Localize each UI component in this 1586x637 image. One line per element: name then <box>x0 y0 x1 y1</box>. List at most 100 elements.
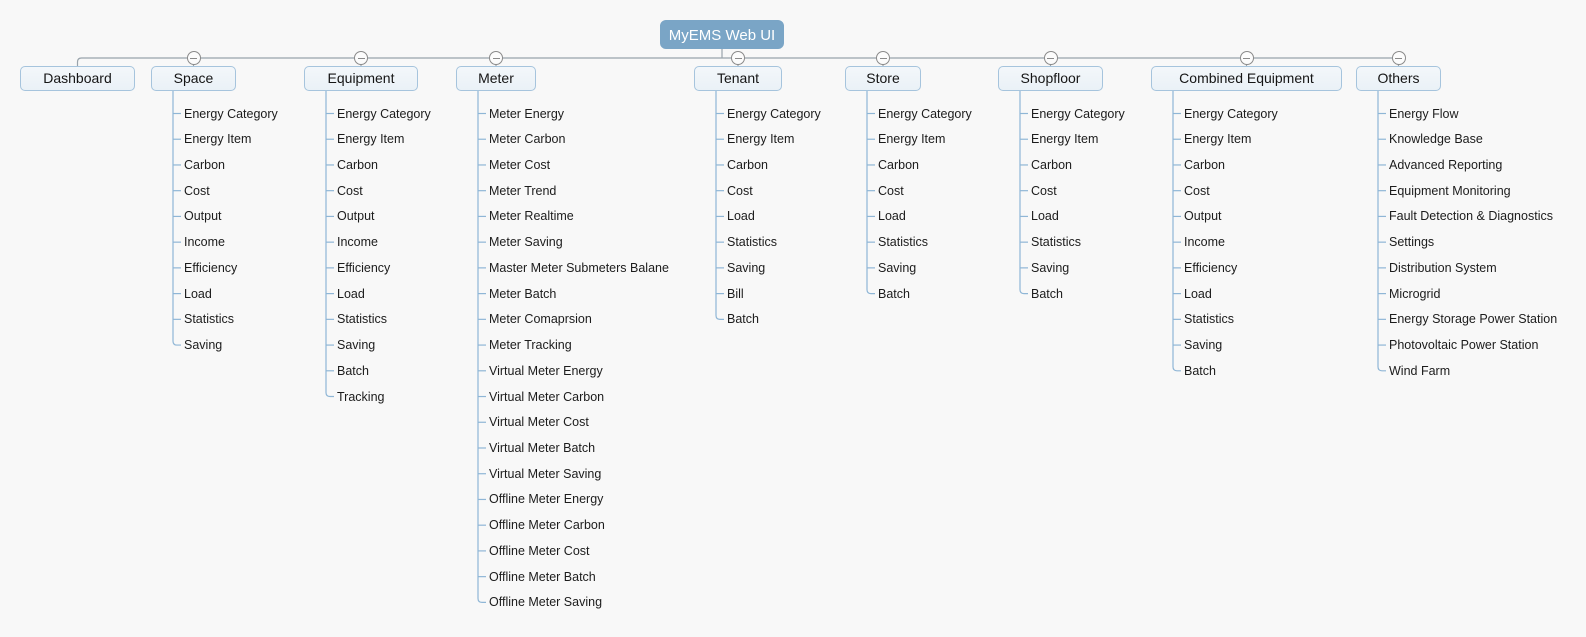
tree-item-efficiency[interactable]: Efficiency <box>184 260 238 275</box>
tree-item-distribution-system[interactable]: Distribution System <box>1389 260 1497 275</box>
tree-item-energy-category[interactable]: Energy Category <box>184 106 278 121</box>
tree-item-batch[interactable]: Batch <box>337 363 369 378</box>
tree-item-load[interactable]: Load <box>727 209 755 224</box>
tree-item-energy-item[interactable]: Energy Item <box>184 132 252 147</box>
tree-item-saving[interactable]: Saving <box>1031 260 1070 275</box>
tree-item-income[interactable]: Income <box>1184 235 1225 250</box>
tree-item-income[interactable]: Income <box>184 235 225 250</box>
tree-item-energy-item[interactable]: Energy Item <box>727 132 795 147</box>
tree-item-carbon[interactable]: Carbon <box>337 157 378 172</box>
tree-item-saving[interactable]: Saving <box>184 338 223 353</box>
branch-node-equipment[interactable]: Equipment <box>304 66 418 91</box>
tree-item-offline-meter-energy[interactable]: Offline Meter Energy <box>489 492 604 507</box>
tree-item-meter-carbon[interactable]: Meter Carbon <box>489 132 566 147</box>
tree-item-cost[interactable]: Cost <box>727 183 753 198</box>
tree-item-efficiency[interactable]: Efficiency <box>337 260 391 275</box>
tree-item-settings[interactable]: Settings <box>1389 235 1435 250</box>
tree-item-statistics[interactable]: Statistics <box>1031 235 1082 250</box>
tree-item-cost[interactable]: Cost <box>878 183 904 198</box>
collapse-icon[interactable] <box>1239 51 1254 65</box>
tree-item-load[interactable]: Load <box>184 286 212 301</box>
tree-item-energy-category[interactable]: Energy Category <box>337 106 431 121</box>
tree-item-meter-trend[interactable]: Meter Trend <box>489 183 557 198</box>
tree-item-meter-batch[interactable]: Meter Batch <box>489 286 557 301</box>
root-node[interactable]: MyEMS Web UI <box>660 20 784 49</box>
collapse-icon[interactable] <box>1391 51 1406 65</box>
collapse-icon[interactable] <box>354 51 368 65</box>
tree-item-energy-item[interactable]: Energy Item <box>337 132 405 147</box>
tree-item-load[interactable]: Load <box>878 209 906 224</box>
tree-item-carbon[interactable]: Carbon <box>727 157 768 172</box>
tree-item-bill[interactable]: Bill <box>727 286 744 301</box>
tree-item-energy-category[interactable]: Energy Category <box>727 106 821 121</box>
tree-item-energy-flow[interactable]: Energy Flow <box>1389 106 1459 121</box>
tree-item-photovoltaic-power-station[interactable]: Photovoltaic Power Station <box>1389 338 1539 353</box>
tree-item-offline-meter-saving[interactable]: Offline Meter Saving <box>489 595 603 610</box>
tree-item-load[interactable]: Load <box>1184 286 1212 301</box>
tree-item-offline-meter-batch[interactable]: Offline Meter Batch <box>489 569 596 584</box>
tree-item-energy-item[interactable]: Energy Item <box>878 132 946 147</box>
branch-node-combined-equipment[interactable]: Combined Equipment <box>1151 66 1342 91</box>
tree-item-virtual-meter-energy[interactable]: Virtual Meter Energy <box>489 363 603 378</box>
tree-item-energy-category[interactable]: Energy Category <box>1031 106 1125 121</box>
branch-node-others[interactable]: Others <box>1356 66 1441 91</box>
collapse-icon[interactable] <box>186 51 201 65</box>
tree-item-statistics[interactable]: Statistics <box>184 312 235 327</box>
tree-item-knowledge-base[interactable]: Knowledge Base <box>1389 132 1483 147</box>
tree-item-meter-saving[interactable]: Meter Saving <box>489 235 563 250</box>
branch-node-tenant[interactable]: Tenant <box>694 66 782 91</box>
tree-item-output[interactable]: Output <box>337 209 375 224</box>
tree-item-efficiency[interactable]: Efficiency <box>1184 260 1238 275</box>
tree-item-energy-category[interactable]: Energy Category <box>878 106 972 121</box>
tree-item-virtual-meter-saving[interactable]: Virtual Meter Saving <box>489 466 602 481</box>
tree-item-statistics[interactable]: Statistics <box>878 235 929 250</box>
branch-node-store[interactable]: Store <box>845 66 921 91</box>
tree-item-load[interactable]: Load <box>337 286 365 301</box>
tree-item-microgrid[interactable]: Microgrid <box>1389 286 1441 301</box>
tree-item-statistics[interactable]: Statistics <box>1184 312 1235 327</box>
tree-item-energy-item[interactable]: Energy Item <box>1184 132 1252 147</box>
tree-item-virtual-meter-carbon[interactable]: Virtual Meter Carbon <box>489 389 605 404</box>
tree-item-offline-meter-cost[interactable]: Offline Meter Cost <box>489 543 590 558</box>
branch-node-shopfloor[interactable]: Shopfloor <box>998 66 1103 91</box>
collapse-icon[interactable] <box>489 51 503 65</box>
branch-node-meter[interactable]: Meter <box>456 66 536 91</box>
tree-item-meter-realtime[interactable]: Meter Realtime <box>489 209 574 224</box>
tree-item-carbon[interactable]: Carbon <box>1031 157 1072 172</box>
tree-item-master-meter-submeters-balane[interactable]: Master Meter Submeters Balane <box>489 260 669 275</box>
tree-item-batch[interactable]: Batch <box>727 312 759 327</box>
tree-item-load[interactable]: Load <box>1031 209 1059 224</box>
tree-item-saving[interactable]: Saving <box>878 260 917 275</box>
tree-item-statistics[interactable]: Statistics <box>337 312 388 327</box>
tree-item-output[interactable]: Output <box>1184 209 1222 224</box>
tree-item-carbon[interactable]: Carbon <box>878 157 919 172</box>
tree-item-saving[interactable]: Saving <box>337 338 376 353</box>
tree-item-advanced-reporting[interactable]: Advanced Reporting <box>1389 157 1503 172</box>
tree-item-equipment-monitoring[interactable]: Equipment Monitoring <box>1389 183 1511 198</box>
tree-item-fault-detection-diagnostics[interactable]: Fault Detection & Diagnostics <box>1389 209 1553 224</box>
tree-item-statistics[interactable]: Statistics <box>727 235 778 250</box>
tree-item-meter-comaprsion[interactable]: Meter Comaprsion <box>489 312 592 327</box>
tree-item-virtual-meter-cost[interactable]: Virtual Meter Cost <box>489 415 589 430</box>
collapse-icon[interactable] <box>876 51 890 65</box>
tree-item-batch[interactable]: Batch <box>1184 363 1216 378</box>
tree-item-saving[interactable]: Saving <box>1184 338 1223 353</box>
tree-item-saving[interactable]: Saving <box>727 260 766 275</box>
tree-item-offline-meter-carbon[interactable]: Offline Meter Carbon <box>489 518 605 533</box>
tree-item-carbon[interactable]: Carbon <box>184 157 225 172</box>
tree-item-energy-storage-power-station[interactable]: Energy Storage Power Station <box>1389 312 1558 327</box>
tree-item-income[interactable]: Income <box>337 235 378 250</box>
tree-item-cost[interactable]: Cost <box>337 183 363 198</box>
branch-node-dashboard[interactable]: Dashboard <box>20 66 135 91</box>
tree-item-virtual-meter-batch[interactable]: Virtual Meter Batch <box>489 440 596 455</box>
collapse-icon[interactable] <box>1043 51 1058 65</box>
tree-item-energy-category[interactable]: Energy Category <box>1184 106 1278 121</box>
collapse-icon[interactable] <box>731 51 745 65</box>
tree-item-meter-energy[interactable]: Meter Energy <box>489 106 565 121</box>
tree-item-meter-cost[interactable]: Meter Cost <box>489 157 551 172</box>
tree-item-cost[interactable]: Cost <box>1031 183 1057 198</box>
tree-item-tracking[interactable]: Tracking <box>337 389 385 404</box>
tree-item-cost[interactable]: Cost <box>184 183 210 198</box>
tree-item-carbon[interactable]: Carbon <box>1184 157 1225 172</box>
tree-item-batch[interactable]: Batch <box>1031 286 1063 301</box>
